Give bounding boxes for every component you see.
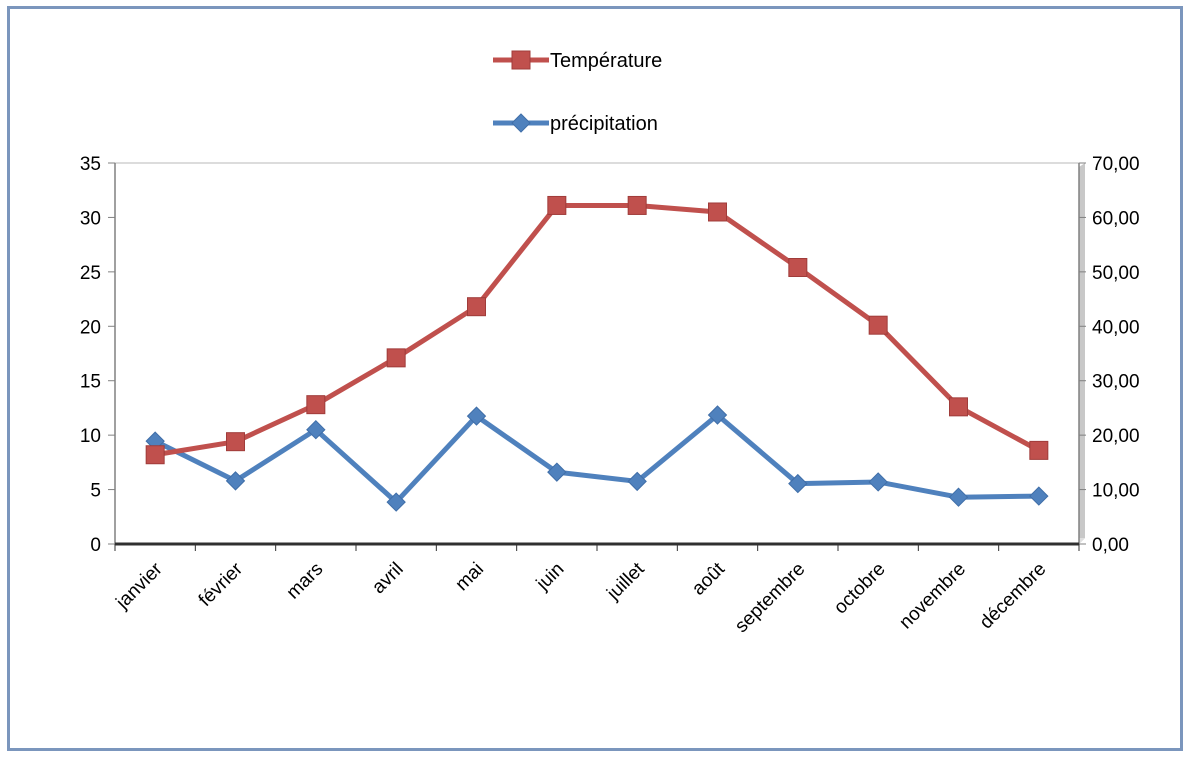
- y-left-tick-label: 25: [80, 263, 101, 284]
- legend-label: précipitation: [550, 113, 658, 135]
- data-point-precipitation: [466, 406, 487, 426]
- plot-area-background: [114, 162, 1080, 545]
- chart-svg: 0 5 10 15 20 25 30 35 0,00 10,00 20,00 30,00 40,00 50…: [80, 50, 1140, 637]
- x-tick-label: juin: [532, 559, 568, 595]
- data-point-temperature: [868, 315, 888, 335]
- data-point-precipitation: [225, 471, 246, 491]
- plot-shadow-right: [1079, 163, 1085, 544]
- data-point-temperature: [386, 348, 406, 368]
- y-right-tick-label: 60,00: [1092, 208, 1140, 229]
- y-right-tick-label: 50,00: [1092, 263, 1140, 284]
- plot-area: [114, 162, 1085, 545]
- data-point-precipitation: [1029, 486, 1049, 506]
- x-tick-label: avril: [368, 559, 407, 598]
- y-right-tick-label: 0,00: [1092, 535, 1129, 556]
- data-point-precipitation: [707, 405, 728, 425]
- data-point-precipitation: [386, 492, 406, 512]
- data-point-precipitation: [788, 473, 808, 494]
- y-right-tick-label: 40,00: [1092, 317, 1140, 338]
- y-right-tick-label: 30,00: [1092, 372, 1140, 393]
- x-tick-label: septembre: [731, 559, 809, 637]
- series-line-temperature: [152, 202, 1042, 458]
- legend-square-marker: [511, 50, 531, 70]
- x-tick-label: janvier: [112, 558, 168, 614]
- data-point-precipitation: [627, 471, 647, 492]
- y-right-tick-label: 70,00: [1092, 154, 1140, 175]
- x-tick-label: mars: [283, 559, 328, 604]
- y-left-tick-label: 15: [80, 372, 101, 393]
- data-point-precipitation: [868, 472, 888, 492]
- data-point-temperature: [627, 195, 647, 215]
- data-point-temperature: [547, 195, 567, 215]
- legend-diamond-marker: [511, 113, 531, 133]
- data-point-temperature: [145, 445, 165, 465]
- data-point-temperature: [788, 258, 808, 278]
- y-left-tick-label: 35: [80, 154, 101, 175]
- y-left-tick-label: 5: [90, 481, 101, 502]
- x-tick-label: août: [688, 558, 730, 600]
- x-tick-label: février: [195, 558, 248, 611]
- data-point-precipitation: [948, 487, 969, 507]
- legend-label: Température: [550, 50, 662, 72]
- data-point-precipitation: [306, 419, 326, 440]
- data-point-temperature: [708, 202, 727, 222]
- x-tick-label: novembre: [895, 559, 970, 634]
- chart-frame: 0 5 10 15 20 25 30 35 0,00 10,00 20,00 30,00 40,00 50…: [7, 6, 1183, 751]
- data-point-temperature: [1029, 440, 1049, 460]
- y-right-tick-label: 20,00: [1092, 426, 1140, 447]
- series-layer: [145, 195, 1049, 512]
- y-left-tick-label: 10: [80, 426, 101, 447]
- legend: Température précipitation: [493, 50, 662, 135]
- data-point-temperature: [949, 397, 968, 417]
- y-left-tick-label: 20: [80, 317, 101, 338]
- data-point-temperature: [306, 395, 326, 415]
- data-point-precipitation: [547, 462, 567, 482]
- y-right-tick-label: 10,00: [1092, 481, 1140, 502]
- x-tick-label: juillet: [603, 558, 650, 605]
- x-tick-label: mai: [452, 559, 489, 596]
- series-line-precipitation: [152, 412, 1042, 505]
- data-point-temperature: [226, 432, 245, 452]
- y-left-tick-label: 30: [80, 208, 101, 229]
- x-tick-label: décembre: [976, 559, 1051, 634]
- y-left-tick-label: 0: [90, 535, 101, 556]
- data-point-temperature: [467, 297, 486, 317]
- x-tick-label: octobre: [830, 559, 890, 619]
